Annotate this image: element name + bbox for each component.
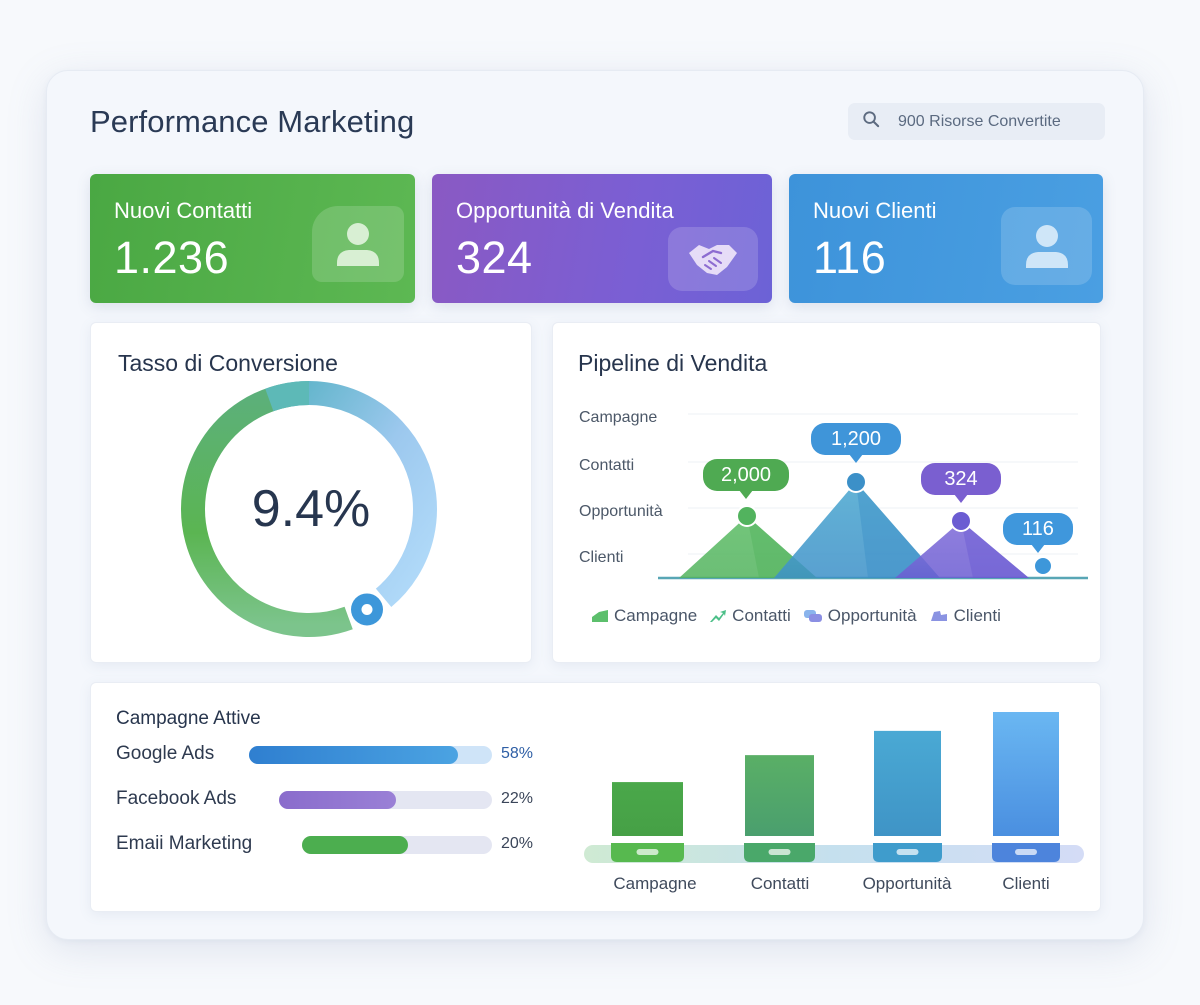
bar-x-label: Contatti — [750, 874, 810, 893]
pipeline-area-opportunità — [895, 521, 1029, 578]
campaign-progress-track — [302, 836, 492, 854]
y-axis-label: Clienti — [579, 549, 624, 566]
kpi-value: 324 — [456, 232, 533, 283]
campaign-percent: 58% — [501, 745, 534, 762]
bar-clienti[interactable] — [993, 712, 1059, 836]
panel-title: Pipeline di Vendita — [578, 350, 768, 376]
bar-base-pill — [1015, 849, 1037, 855]
bar-base-pill — [896, 849, 919, 855]
kpi-label: Nuovi Contatti — [114, 198, 253, 223]
bar-campagne[interactable] — [612, 782, 683, 836]
search-box[interactable]: 900 Risorse Convertite — [848, 103, 1105, 140]
active-campaigns-panel: Campagne Attive Google Ads 58% Facebook Ad… — [90, 682, 1101, 912]
campaign-row-google-ads[interactable]: Google Ads — [116, 743, 214, 765]
bar-contatti[interactable] — [745, 755, 814, 836]
kpi-card-nuovi-contatti[interactable]: Nuovi Contatti 1.236 — [90, 174, 415, 303]
campaign-name: Google Ads — [116, 743, 215, 764]
legend-item-contatti[interactable]: Contatti — [709, 606, 791, 626]
gauge-knob-center — [361, 603, 373, 615]
campaign-progress-track — [279, 791, 492, 809]
campaign-row-facebook-ads[interactable]: Facebook Ads — [116, 788, 236, 810]
pipeline-area-contatti — [774, 482, 940, 578]
conversion-value: 9.4% — [251, 480, 371, 538]
conversion-rate-panel: Tasso di Conversione 9.4% — [90, 322, 532, 663]
bar-x-label: Opportunità — [862, 874, 952, 893]
value-text: 116 — [1022, 518, 1054, 540]
kpi-card-opportunita[interactable]: Opportunità di Vendita 324 — [432, 174, 772, 303]
pipeline-area-shade — [856, 482, 940, 578]
bar-chart-baseline — [584, 845, 1084, 863]
bar-base-pill — [768, 849, 791, 855]
user-icon — [1001, 207, 1092, 285]
y-axis-label: Campagne — [579, 409, 658, 426]
search-value: 900 Risorse Convertite — [898, 112, 1061, 130]
pipeline-value-label-contatti: 1,200 — [811, 423, 901, 463]
pipeline-value-label-clienti: 116 — [1003, 513, 1073, 553]
campaign-progress-fill — [249, 746, 458, 764]
campaign-row-emaii-marketing[interactable]: Emaii Marketing — [116, 833, 252, 855]
handshake-icon — [668, 227, 758, 291]
gauge-track-arc — [286, 381, 437, 608]
kpi-label: Opportunità di Vendita — [456, 198, 674, 223]
search-icon — [862, 110, 881, 134]
pipeline-point-clienti[interactable] — [1033, 556, 1053, 576]
campaign-percent: 20% — [501, 835, 534, 852]
campaign-progress-track — [249, 746, 492, 764]
campaign-name: Emaii Marketing — [116, 833, 253, 854]
campaign-name: Facebook Ads — [116, 788, 237, 809]
sales-pipeline-panel: Pipeline di Vendita Campagne Contatti Op… — [552, 322, 1101, 663]
bar-base-pill — [636, 849, 659, 855]
layers-icon — [930, 611, 947, 621]
area-chart-icon — [592, 610, 608, 622]
legend-label: Contatti — [732, 606, 791, 625]
kpi-label: Nuovi Clienti — [813, 198, 937, 223]
panel-title: Tasso di Conversione — [118, 350, 338, 376]
panel-title: Campagne Attive — [116, 708, 261, 729]
pipeline-area-shade — [961, 521, 1029, 578]
legend-label: Opportunità — [827, 606, 917, 625]
campaign-bar-chart — [584, 712, 1084, 863]
y-axis-label: Opportunità — [579, 503, 663, 520]
campaign-progress-fill — [302, 836, 408, 854]
chat-bubbles-icon — [803, 610, 822, 622]
pipeline-point-campagne[interactable] — [736, 505, 758, 527]
bar-x-label: Campagne — [613, 874, 697, 893]
kpi-value: 1.236 — [114, 232, 230, 283]
pipeline-area-campagne — [679, 516, 817, 578]
value-text: 1,200 — [830, 428, 882, 450]
pipeline-legend: Campagne Contatti Opportunità Clienti — [591, 606, 1013, 626]
gauge-value-arc — [181, 382, 353, 637]
pipeline-point-contatti[interactable] — [845, 471, 867, 493]
campaign-percent: 22% — [501, 790, 534, 807]
conversion-gauge — [181, 381, 437, 637]
pipeline-value-label-opportunità: 324 — [921, 463, 1001, 503]
user-icon — [312, 206, 404, 282]
pipeline-point-opportunità[interactable] — [950, 510, 972, 532]
value-text: 2,000 — [720, 464, 772, 486]
campaign-progress-fill — [279, 791, 397, 809]
pipeline-chart — [658, 413, 1088, 580]
pipeline-value-label-campagne: 2,000 — [703, 459, 789, 499]
kpi-card-nuovi-clienti[interactable]: Nuovi Clienti 116 — [789, 174, 1103, 303]
legend-item-campagne[interactable]: Campagne — [591, 606, 697, 626]
gauge-blend-arc — [265, 381, 310, 412]
legend-label: Clienti — [953, 606, 1001, 625]
value-text: 324 — [944, 468, 978, 490]
y-axis-label: Contatti — [579, 457, 635, 474]
bar-opportunità[interactable] — [874, 730, 941, 836]
page-title: Performance Marketing — [90, 104, 415, 139]
kpi-value: 116 — [813, 232, 887, 283]
legend-item-opportunita[interactable]: Opportunità — [803, 606, 917, 626]
legend-item-clienti[interactable]: Clienti — [929, 606, 1001, 626]
bar-x-label: Clienti — [1002, 874, 1050, 893]
legend-label: Campagne — [614, 606, 698, 625]
trend-up-icon — [710, 610, 727, 622]
